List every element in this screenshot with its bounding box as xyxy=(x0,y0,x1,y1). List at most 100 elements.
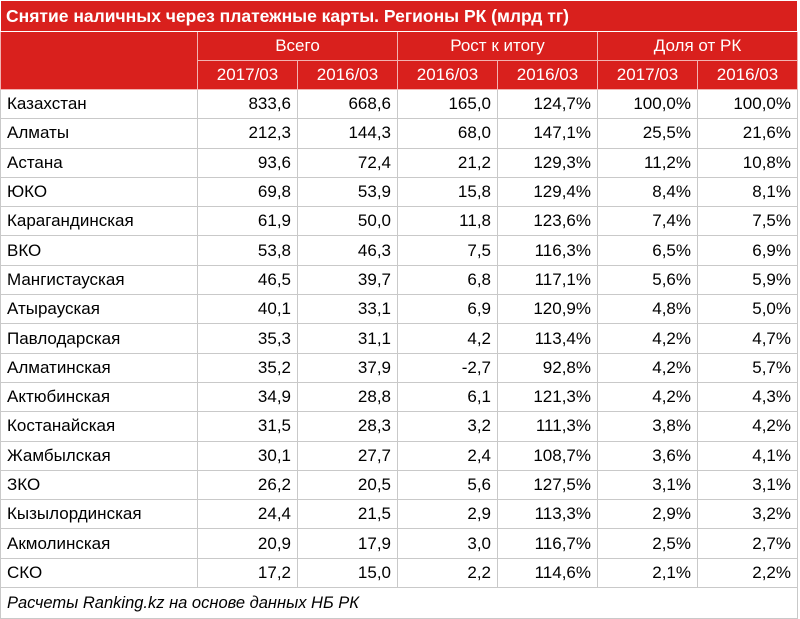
region-name-cell: Алматинская xyxy=(0,352,198,383)
value-cell: 2,2% xyxy=(697,557,798,589)
value-cell: 92,8% xyxy=(497,352,598,383)
region-header-cell xyxy=(0,31,198,90)
value-cell: 6,1 xyxy=(397,381,498,413)
region-name-cell: Мангистауская xyxy=(0,264,198,296)
value-cell: 5,9% xyxy=(697,264,798,296)
region-name-cell: Астана xyxy=(0,147,198,178)
value-cell: 35,3 xyxy=(197,323,298,354)
value-cell: 5,7% xyxy=(697,352,798,383)
table-row: Казахстан 833,6 668,6 165,0 124,7% 100,0% 100,… xyxy=(0,88,798,120)
value-cell: 15,0 xyxy=(297,557,398,589)
value-cell: 5,0% xyxy=(697,294,798,325)
value-cell: 3,1% xyxy=(697,469,798,501)
footer-row: Расчеты Ranking.kz на основе данных НБ Р… xyxy=(0,587,798,619)
table-row: Карагандинская 61,9 50,0 11,8 123,6% 7,4% 7,5% xyxy=(0,206,798,237)
table-row: ВКО 53,8 46,3 7,5 116,3% 6,5% 6,9% xyxy=(0,235,798,266)
value-cell: 4,2% xyxy=(597,381,698,413)
value-cell: 31,1 xyxy=(297,323,398,354)
value-cell: 10,8% xyxy=(697,147,798,178)
value-cell: 72,4 xyxy=(297,147,398,178)
region-name-cell: Алматы xyxy=(0,118,198,149)
region-name-cell: Кызылординская xyxy=(0,499,198,530)
value-cell: 28,3 xyxy=(297,411,398,442)
table-row: Атырауская 40,1 33,1 6,9 120,9% 4,8% 5,0% xyxy=(0,294,798,325)
value-cell: 31,5 xyxy=(197,411,298,442)
value-cell: 8,4% xyxy=(597,176,698,208)
value-cell: 40,1 xyxy=(197,294,298,325)
value-cell: 11,2% xyxy=(597,147,698,178)
value-cell: 7,4% xyxy=(597,206,698,237)
value-cell: 39,7 xyxy=(297,264,398,296)
value-cell: 114,6% xyxy=(497,557,598,589)
value-cell: 2,1% xyxy=(597,557,698,589)
region-name-cell: Атырауская xyxy=(0,294,198,325)
value-cell: 6,5% xyxy=(597,235,698,266)
table-row: ЗКО 26,2 20,5 5,6 127,5% 3,1% 3,1% xyxy=(0,469,798,501)
value-cell: 15,8 xyxy=(397,176,498,208)
region-name-cell: ЗКО xyxy=(0,469,198,501)
region-name-cell: Казахстан xyxy=(0,88,198,120)
value-cell: 120,9% xyxy=(497,294,598,325)
value-cell: 50,0 xyxy=(297,206,398,237)
table-row: Актюбинская 34,9 28,8 6,1 121,3% 4,2% 4,3% xyxy=(0,381,798,413)
year-header-row: 2017/03 2016/03 2016/03 2016/03 2017/03 … xyxy=(1,60,798,90)
value-cell: 100,0% xyxy=(597,88,698,120)
value-cell: 2,5% xyxy=(597,528,698,559)
group-header-total: Всего xyxy=(197,31,398,61)
region-name-cell: Павлодарская xyxy=(0,323,198,354)
value-cell: 111,3% xyxy=(497,411,598,442)
value-cell: 117,1% xyxy=(497,264,598,296)
value-cell: 3,1% xyxy=(597,469,698,501)
value-cell: 93,6 xyxy=(197,147,298,178)
value-cell: 6,9 xyxy=(397,294,498,325)
value-cell: 33,1 xyxy=(297,294,398,325)
value-cell: 6,8 xyxy=(397,264,498,296)
value-cell: 100,0% xyxy=(697,88,798,120)
value-cell: 212,3 xyxy=(197,118,298,149)
value-cell: 4,1% xyxy=(697,440,798,471)
value-cell: 4,2% xyxy=(597,323,698,354)
region-name-cell: Актюбинская xyxy=(0,381,198,413)
value-cell: 7,5 xyxy=(397,235,498,266)
value-cell: 108,7% xyxy=(497,440,598,471)
value-cell: 46,3 xyxy=(297,235,398,266)
value-cell: 8,1% xyxy=(697,176,798,208)
value-cell: 20,5 xyxy=(297,469,398,501)
year-header: 2017/03 xyxy=(197,60,298,90)
region-name-cell: Карагандинская xyxy=(0,206,198,237)
value-cell: 37,9 xyxy=(297,352,398,383)
group-header-row: Всего Рост к итогу Доля от РК xyxy=(0,31,798,90)
value-cell: 668,6 xyxy=(297,88,398,120)
value-cell: 11,8 xyxy=(397,206,498,237)
value-cell: 46,5 xyxy=(197,264,298,296)
value-cell: 20,9 xyxy=(197,528,298,559)
table-row: Жамбылская 30,1 27,7 2,4 108,7% 3,6% 4,1% xyxy=(0,440,798,471)
region-name-cell: Костанайская xyxy=(0,411,198,442)
value-cell: 4,3% xyxy=(697,381,798,413)
table-row: Павлодарская 35,3 31,1 4,2 113,4% 4,2% 4,7% xyxy=(0,323,798,354)
value-cell: 68,0 xyxy=(397,118,498,149)
table-title: Снятие наличных через платежные карты. Р… xyxy=(0,0,798,32)
value-cell: 21,6% xyxy=(697,118,798,149)
table-row: Костанайская 31,5 28,3 3,2 111,3% 3,8% 4,2% xyxy=(0,411,798,442)
value-cell: 2,7% xyxy=(697,528,798,559)
table-row: СКО 17,2 15,0 2,2 114,6% 2,1% 2,2% xyxy=(0,557,798,589)
value-cell: 113,3% xyxy=(497,499,598,530)
region-name-cell: Жамбылская xyxy=(0,440,198,471)
value-cell: 21,5 xyxy=(297,499,398,530)
value-cell: 113,4% xyxy=(497,323,598,354)
value-cell: 165,0 xyxy=(397,88,498,120)
value-cell: 17,9 xyxy=(297,528,398,559)
value-cell: 25,5% xyxy=(597,118,698,149)
value-cell: 129,3% xyxy=(497,147,598,178)
year-header: 2017/03 xyxy=(597,60,698,90)
table-row: Алматинская 35,2 37,9 -2,7 92,8% 4,2% 5,7% xyxy=(0,352,798,383)
value-cell: 34,9 xyxy=(197,381,298,413)
value-cell: 6,9% xyxy=(697,235,798,266)
value-cell: 5,6% xyxy=(597,264,698,296)
value-cell: 124,7% xyxy=(497,88,598,120)
value-cell: 3,8% xyxy=(597,411,698,442)
group-header-share: Доля от РК xyxy=(597,31,798,61)
